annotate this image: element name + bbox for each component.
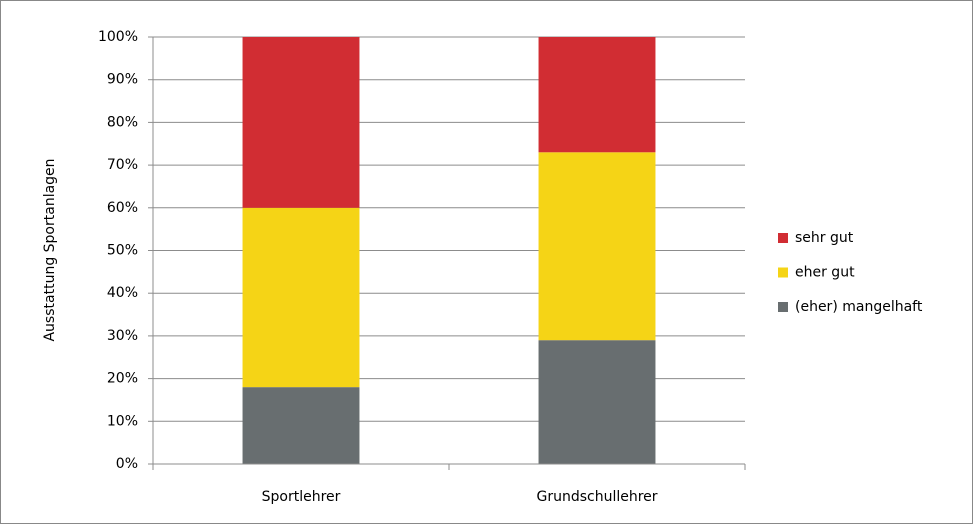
bar-segment <box>242 387 360 464</box>
legend-label: sehr gut <box>795 230 854 246</box>
bar-segment <box>242 207 360 388</box>
y-tick-label: 30% <box>107 328 138 344</box>
bar-segment <box>538 340 656 464</box>
bar-segment <box>538 152 656 341</box>
y-tick-label: 90% <box>107 72 138 88</box>
y-tick-label: 100% <box>98 29 138 45</box>
y-tick-label: 10% <box>107 413 138 429</box>
legend-swatch <box>778 302 788 312</box>
legend-swatch <box>778 233 788 243</box>
x-tick-label: Grundschullehrer <box>536 489 657 505</box>
y-tick-label: 20% <box>107 371 138 387</box>
y-tick-label: 50% <box>107 243 138 259</box>
y-tick-label: 0% <box>116 456 138 472</box>
y-tick-label: 40% <box>107 285 138 301</box>
y-axis-label: Ausstattung Sportanlagen <box>42 158 58 341</box>
legend-label: eher gut <box>795 265 855 281</box>
bar-segment <box>242 37 360 208</box>
y-tick-label: 80% <box>107 114 138 130</box>
y-tick-label: 70% <box>107 157 138 173</box>
x-tick-label: Sportlehrer <box>262 489 341 505</box>
y-tick-label: 60% <box>107 200 138 216</box>
bar-segment <box>538 37 656 153</box>
legend-swatch <box>778 267 788 278</box>
legend-label: (eher) mangelhaft <box>795 299 923 315</box>
